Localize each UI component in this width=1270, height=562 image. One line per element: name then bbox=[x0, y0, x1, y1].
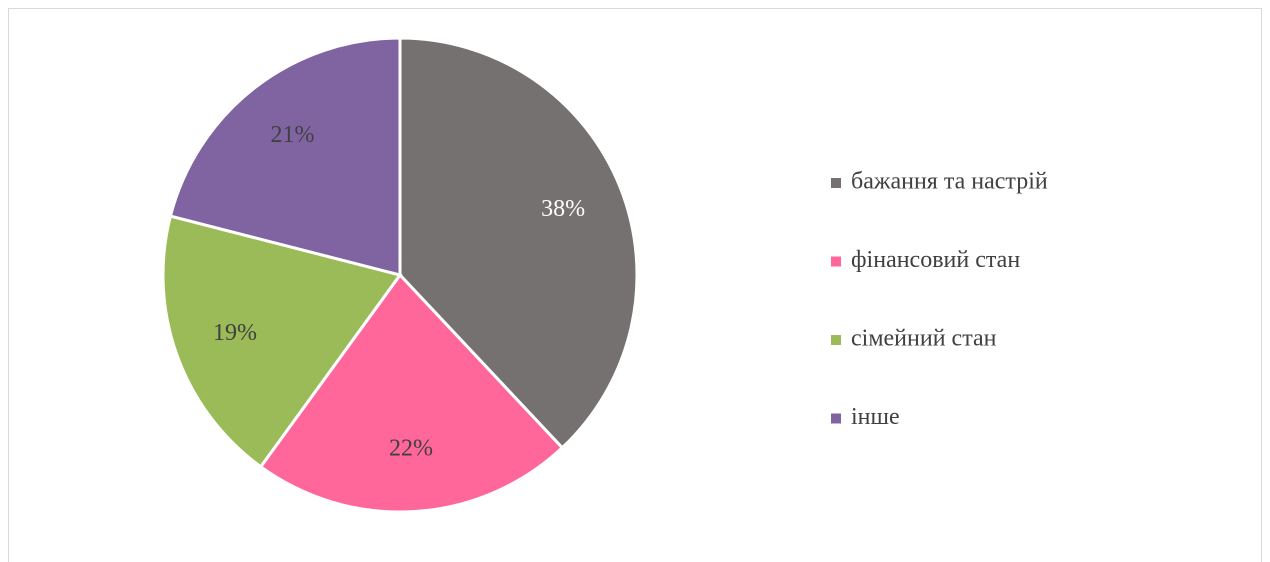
pie-slice bbox=[258, 272, 565, 514]
legend-label: сімейний стан bbox=[851, 326, 997, 352]
pie-slice bbox=[161, 214, 403, 469]
data-label: 21% bbox=[271, 122, 315, 148]
legend-swatch bbox=[831, 178, 841, 188]
legend-swatch bbox=[831, 413, 841, 424]
data-label: 38% bbox=[541, 196, 585, 222]
legend-swatch bbox=[831, 335, 841, 345]
chart-border bbox=[8, 8, 1262, 562]
pie-slice bbox=[168, 36, 402, 277]
legend-label: бажання та настрій bbox=[851, 169, 1048, 195]
legend-swatch bbox=[831, 256, 841, 267]
legend-label: фінансовий стан bbox=[851, 247, 1020, 273]
data-label: 22% bbox=[389, 436, 433, 462]
data-label: 19% bbox=[213, 320, 257, 346]
legend-label: інше bbox=[851, 404, 900, 430]
pie-slice bbox=[398, 36, 639, 450]
